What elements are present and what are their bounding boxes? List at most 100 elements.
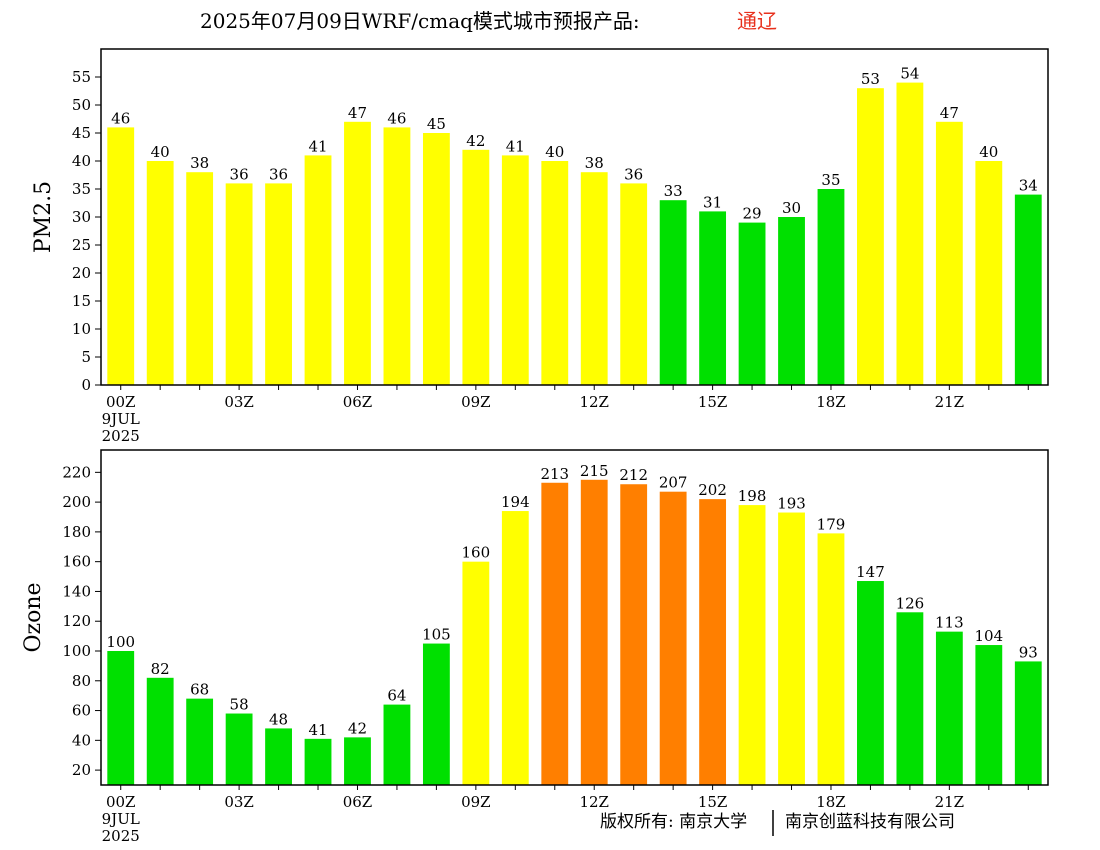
y-tick-label: 20 [72, 264, 91, 282]
bar-value-label: 42 [466, 132, 485, 150]
bar-value-label: 93 [1019, 643, 1038, 661]
y-tick-label: 220 [62, 463, 91, 481]
y-tick-label: 40 [72, 731, 91, 749]
bar-value-label: 42 [348, 719, 367, 737]
bar [422, 643, 450, 785]
x-tick-label: 12Z [579, 793, 609, 811]
bar-value-label: 34 [1019, 177, 1038, 195]
bar [935, 631, 963, 785]
bar [620, 484, 648, 785]
bar-value-label: 30 [782, 199, 801, 217]
bar [975, 161, 1003, 385]
bar-value-label: 198 [738, 487, 767, 505]
bar-value-label: 53 [861, 70, 880, 88]
plot-frame [100, 449, 1049, 786]
bar [580, 172, 608, 385]
bar-value-label: 41 [506, 137, 525, 155]
bar [620, 183, 648, 385]
y-tick-label: 160 [62, 553, 91, 571]
bar [304, 155, 332, 385]
bar-value-label: 193 [777, 495, 806, 513]
x-tick-label: 2025 [102, 427, 140, 445]
bar-value-label: 82 [151, 660, 170, 678]
y-tick-label: 20 [72, 761, 91, 779]
bar [817, 189, 845, 385]
x-tick-label: 2025 [102, 827, 140, 845]
x-tick-label: 06Z [343, 393, 373, 411]
bar-value-label: 105 [422, 626, 451, 644]
bar [935, 121, 963, 386]
bar-value-label: 47 [348, 104, 367, 122]
bar-value-label: 40 [979, 143, 998, 161]
bar-value-label: 31 [703, 193, 722, 211]
y-tick-label: 0 [81, 376, 91, 394]
ozone-panel: 100 82 68 58 48 41 42 64 105 160 194 213 215 212 207 20… [21, 449, 1049, 845]
bar-value-label: 36 [269, 165, 288, 183]
x-tick-label: 21Z [935, 393, 965, 411]
bar [580, 479, 608, 785]
bar [1014, 194, 1042, 385]
bar-value-label: 40 [151, 143, 170, 161]
bar [344, 121, 371, 386]
bar-value-label: 194 [501, 493, 530, 511]
x-tick-label: 03Z [224, 793, 254, 811]
bar-value-label: 40 [545, 143, 564, 161]
bar-value-label: 58 [230, 696, 249, 714]
y-axis-label: PM2.5 [31, 181, 56, 253]
bar-value-label: 215 [580, 462, 609, 480]
bar [975, 645, 1003, 785]
x-tick-label: 15Z [698, 793, 728, 811]
bar [778, 217, 805, 385]
bar-value-label: 46 [387, 109, 406, 127]
bar-value-label: 46 [111, 109, 130, 127]
bar [265, 728, 292, 785]
y-tick-label: 80 [72, 672, 91, 690]
bar-value-label: 36 [230, 165, 249, 183]
bar [186, 172, 214, 385]
y-tick-label: 45 [72, 124, 91, 142]
bar [383, 127, 411, 386]
bar-value-label: 212 [619, 466, 648, 484]
bar-value-label: 54 [900, 65, 919, 83]
bar-value-label: 100 [106, 633, 135, 651]
bar [857, 88, 884, 385]
bar-value-label: 35 [821, 171, 840, 189]
bar [186, 698, 214, 785]
y-tick-label: 100 [62, 642, 91, 660]
x-tick-label: 09Z [461, 793, 491, 811]
bar [462, 149, 490, 385]
bar-value-label: 47 [940, 104, 959, 122]
bar [896, 82, 924, 385]
x-tick-label: 03Z [224, 393, 254, 411]
y-tick-label: 10 [72, 320, 91, 338]
y-tick-label: 140 [62, 582, 91, 600]
x-tick-label: 09Z [461, 393, 491, 411]
bar-value-label: 104 [974, 627, 1003, 645]
y-tick-label: 55 [72, 68, 91, 86]
bar [541, 482, 569, 785]
bar-value-label: 160 [462, 544, 491, 562]
bar-value-label: 36 [624, 165, 643, 183]
x-tick-label: 15Z [698, 393, 728, 411]
bar-value-label: 207 [659, 474, 688, 492]
bar [107, 651, 135, 785]
y-tick-label: 50 [72, 96, 91, 114]
bar-value-label: 48 [269, 710, 288, 728]
y-tick-label: 5 [81, 348, 91, 366]
x-tick-label: 18Z [816, 393, 846, 411]
bar [146, 677, 174, 785]
x-tick-label: 18Z [816, 793, 846, 811]
bar [422, 133, 450, 385]
bar-value-label: 29 [743, 205, 762, 223]
bar [383, 704, 411, 785]
bar [659, 200, 687, 385]
y-tick-label: 60 [72, 702, 91, 720]
bar [699, 211, 727, 385]
bar [304, 738, 332, 785]
bar [659, 491, 687, 785]
bar-value-label: 213 [540, 465, 569, 483]
bar [817, 533, 845, 785]
bar-value-label: 38 [585, 154, 604, 172]
